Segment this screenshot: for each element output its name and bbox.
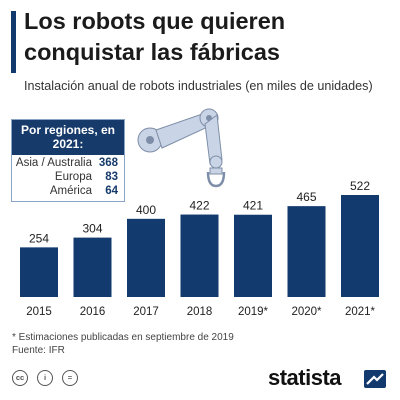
value-labels-layer: 254 304 400 422 421 465 522	[29, 179, 370, 245]
bar-value-label: 421	[243, 199, 263, 213]
creative-commons-icon[interactable]: cc	[12, 370, 28, 386]
region-row-asia: Asia / Australia 368	[12, 156, 124, 170]
bar-2020	[287, 206, 326, 297]
bar-2019	[234, 214, 272, 297]
bar-value-label: 254	[29, 231, 49, 245]
region-name: Europa	[54, 171, 92, 183]
attribution-icon[interactable]: i	[37, 370, 53, 386]
bar-2021	[341, 195, 379, 297]
region-value: 83	[105, 171, 118, 183]
region-value: 368	[98, 157, 118, 169]
x-axis-labels: 2015 2016 2017 2018 2019* 2020* 2021*	[26, 306, 375, 318]
statista-logo-text[interactable]: statista	[268, 365, 342, 390]
region-name: Asia / Australia	[15, 157, 92, 169]
region-row-america: América 64	[12, 184, 124, 198]
x-tick-label: 2015	[26, 306, 52, 318]
x-tick-label: 2017	[133, 306, 159, 318]
bars-layer	[20, 195, 379, 297]
x-tick-label: 2021*	[345, 306, 376, 318]
x-tick-label: 2020*	[291, 306, 322, 318]
bar-2017	[127, 218, 165, 297]
bar-2016	[73, 237, 112, 297]
x-tick-label: 2019*	[238, 306, 269, 318]
region-breakdown-box: Por regiones, en 2021: Asia / Australia …	[11, 119, 125, 202]
bar-value-label: 304	[82, 222, 102, 236]
bar-value-label: 522	[350, 179, 370, 193]
bar-value-label: 400	[136, 203, 156, 217]
region-name: América	[49, 185, 92, 197]
page-title: Los robots que quieren conquistar las fá…	[24, 8, 286, 65]
robot-arm-illustration	[137, 108, 226, 188]
region-heading: Por regiones, en 2021:	[12, 120, 124, 155]
region-row-europa: Europa 83	[12, 170, 124, 184]
statista-logo-icon	[364, 370, 386, 388]
x-tick-label: 2018	[187, 306, 213, 318]
x-tick-label: 2016	[80, 306, 106, 318]
bar-value-label: 465	[296, 190, 316, 204]
footnote: * Estimaciones publicadas en septiembre …	[12, 332, 234, 343]
region-value: 64	[105, 185, 118, 197]
title-accent-bar	[11, 11, 16, 73]
no-derivatives-icon[interactable]: =	[62, 370, 78, 386]
chart-subtitle: Instalación anual de robots industriales…	[24, 79, 373, 93]
bar-value-label: 422	[189, 199, 209, 213]
source-note: Fuente: IFR	[12, 345, 65, 356]
bar-2018	[180, 214, 219, 297]
bar-2015	[20, 247, 58, 297]
